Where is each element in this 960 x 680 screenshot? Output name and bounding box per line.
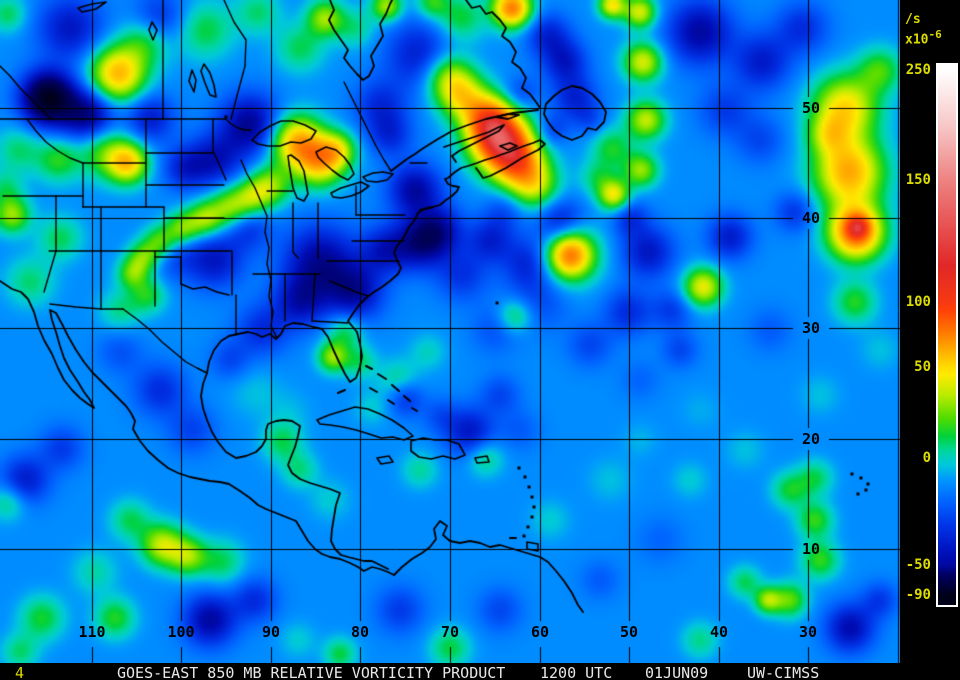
lon-label-70: 70 [440, 623, 460, 641]
lon-label-90: 90 [261, 623, 281, 641]
cbar-tick-250: 250 [905, 62, 931, 78]
unit-per-second: /s [905, 12, 921, 27]
vorticity-heatmap-canvas [0, 0, 900, 663]
lon-label-110: 110 [78, 623, 106, 641]
cbar-tick-100: 100 [905, 294, 931, 310]
source-credit: UW-CIMSS [747, 664, 820, 680]
lon-label-50: 50 [619, 623, 639, 641]
lon-label-100: 100 [167, 623, 195, 641]
cbar-tick-150: 150 [905, 172, 931, 188]
frame-number: 4 [15, 664, 25, 680]
lat-label-40: 40 [801, 209, 821, 227]
cbar-tick-neg90: -90 [905, 587, 931, 603]
product-title: GOES-EAST 850 MB RELATIVE VORTICITY PROD… [117, 664, 506, 680]
lat-label-30: 30 [801, 319, 821, 337]
unit-mantissa: x10 [905, 32, 929, 48]
cbar-tick-50: 50 [914, 359, 931, 375]
lon-label-30: 30 [798, 623, 818, 641]
cbar-tick-neg50: -50 [905, 557, 931, 573]
lon-label-80: 80 [350, 623, 370, 641]
cbar-tick-0: 0 [922, 450, 931, 466]
colorbar-gradient [938, 65, 956, 605]
valid-date: 01JUN09 [645, 664, 709, 680]
colorbar [936, 63, 958, 607]
status-bar: 4 GOES-EAST 850 MB RELATIVE VORTICITY PR… [0, 663, 960, 680]
valid-time: 1200 UTC [540, 664, 613, 680]
lat-label-50: 50 [801, 99, 821, 117]
lon-label-60: 60 [530, 623, 550, 641]
lat-label-20: 20 [801, 430, 821, 448]
lon-label-40: 40 [709, 623, 729, 641]
unit-exponent: -6 [928, 28, 942, 41]
lat-label-10: 10 [801, 540, 821, 558]
colorbar-units: /s x10-6 [905, 12, 942, 47]
